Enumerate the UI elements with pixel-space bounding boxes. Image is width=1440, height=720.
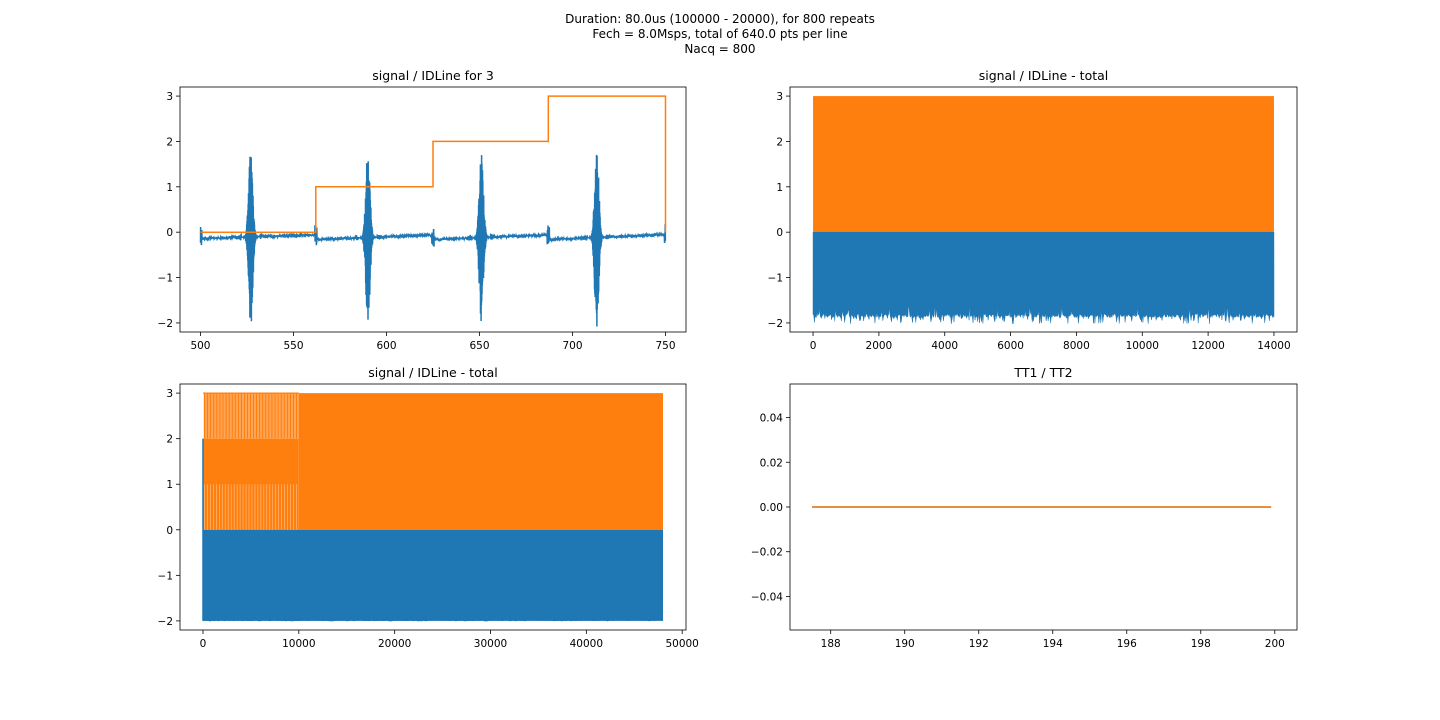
ytick-label-ax3: 3 [166,388,173,400]
xtick-label-ax3: 0 [200,638,207,650]
ytick-label-ax3: 1 [166,479,173,491]
ytick-label-ax3: 2 [166,434,173,446]
ytick-label-ax2: 1 [776,182,783,194]
ytick-label-ax4: 0.04 [760,413,784,425]
ytick-label-ax1: 2 [166,136,173,148]
suptitle-line-1: Duration: 80.0us (100000 - 20000), for 8… [565,12,875,26]
xtick-label-ax2: 8000 [1063,340,1090,352]
ytick-label-ax2: −1 [768,273,783,285]
xtick-label-ax4: 192 [969,638,989,650]
suptitle-line-3: Nacq = 800 [684,42,756,56]
xtick-label-ax3: 30000 [474,638,507,650]
ytick-label-ax2: 2 [776,136,783,148]
xtick-label-ax3: 40000 [570,638,603,650]
ytick-label-ax1: 3 [166,91,173,103]
plot-area-ax2 [812,96,1275,324]
xtick-label-ax1: 650 [469,340,489,352]
xtick-label-ax2: 2000 [866,340,893,352]
series-signal-ax1 [199,154,667,327]
axes-title-ax3: signal / IDLine - total [368,365,498,380]
xtick-label-ax1: 700 [562,340,582,352]
xtick-label-ax2: 6000 [997,340,1024,352]
series-idline-dense-ax3 [298,393,663,530]
axes-title-ax1: signal / IDLine for 3 [372,68,494,83]
ytick-label-ax1: 0 [166,227,173,239]
axes-frame-ax1 [179,86,687,333]
series-signal-ax2 [812,231,1275,324]
ytick-label-ax1: 1 [166,182,173,194]
xtick-label-ax2: 10000 [1126,340,1159,352]
xtick-label-ax2: 4000 [931,340,958,352]
ytick-label-ax1: −1 [158,273,173,285]
ytick-label-ax4: −0.02 [751,547,783,559]
xtick-label-ax2: 0 [810,340,817,352]
subplot-ax1: signal / IDLine for 3 500 550 600 650 700 750 −… [158,68,687,352]
series-idline-sparse-ax3 [203,392,299,530]
xtick-label-ax4: 196 [1117,638,1137,650]
series-idline-ax2 [813,96,1274,233]
xtick-label-ax4: 190 [895,638,915,650]
plot-area-ax3 [202,392,664,622]
xtick-label-ax3: 10000 [282,638,315,650]
series-idline-ax1 [200,95,667,233]
ytick-label-ax3: −2 [158,616,173,628]
suptitle-line-2: Fech = 8.0Msps, total of 640.0 pts per l… [592,27,848,41]
xtick-label-ax4: 198 [1191,638,1211,650]
figure-suptitle: Duration: 80.0us (100000 - 20000), for 8… [0,12,1440,57]
xtick-label-ax3: 20000 [378,638,411,650]
subplot-ax3: signal / IDLine - total 0 10000 20000 30000 4… [158,365,699,650]
xtick-label-ax1: 600 [376,340,396,352]
xtick-label-ax1: 550 [283,340,303,352]
xtick-label-ax2: 12000 [1191,340,1224,352]
ytick-label-ax4: −0.04 [751,591,783,603]
axes-frame-ax3 [179,383,687,631]
xtick-label-ax1: 750 [656,340,676,352]
series-signal-edge-ax3 [202,618,664,622]
xtick-label-ax2: 14000 [1257,340,1290,352]
ytick-label-ax2: 3 [776,91,783,103]
plot-area-ax1 [199,95,667,327]
ytick-label-ax3: 0 [166,525,173,537]
axes-title-ax4: TT1 / TT2 [1013,365,1072,380]
axes-frame-ax2 [789,86,1298,333]
axes-title-ax2: signal / IDLine - total [979,68,1109,83]
series-signal-ax3 [203,529,663,621]
ytick-label-ax1: −2 [158,318,173,330]
ytick-label-ax2: −2 [768,318,783,330]
subplot-ax2: signal / IDLine - total 0 2000 4000 6000 8000… [768,68,1298,352]
xtick-label-ax1: 500 [190,340,210,352]
xtick-label-ax4: 188 [821,638,841,650]
xtick-label-ax4: 200 [1265,638,1285,650]
ytick-label-ax3: −1 [158,570,173,582]
ytick-label-ax2: 0 [776,227,783,239]
ytick-label-ax4: 0.00 [760,502,783,514]
xtick-label-ax4: 194 [1043,638,1063,650]
xtick-label-ax3: 50000 [665,638,698,650]
ytick-label-ax4: 0.02 [760,457,783,469]
subplot-ax4: TT1 / TT2 188 190 192 194 196 198 200 −0.04 −0.02… [751,365,1298,650]
